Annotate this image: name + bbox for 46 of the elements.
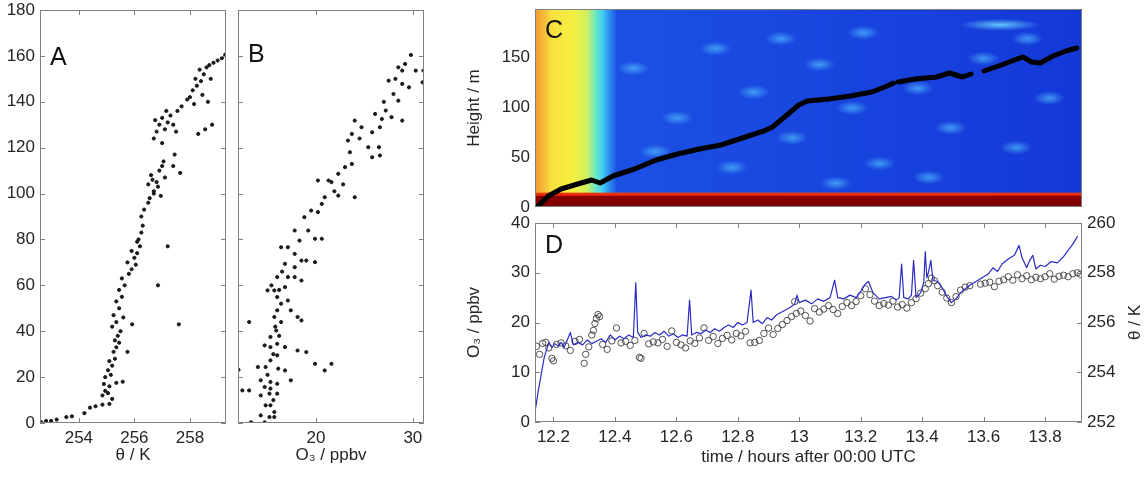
x-tick-label: 12.2 [536,426,570,446]
x-tick-label: 20 [306,427,326,447]
annotation: C [545,15,564,44]
x-tick-label: 13.2 [844,426,878,446]
y-tick-label: 180 [6,0,35,19]
y2-tick-label: 252 [1087,411,1116,431]
x-axis-title: O₃ / ppbv [295,445,368,465]
y2-tick-label: 260 [1087,212,1116,232]
y2-tick-label: 254 [1087,361,1116,381]
x-tick-label: 254 [64,427,94,447]
y-tick-label: 80 [16,229,35,249]
y-tick-label: 0 [520,411,530,431]
y-tick-label: 30 [511,262,530,282]
annotation: B [248,39,265,68]
x-tick-label: 258 [175,427,205,447]
x-tick-label: 13.8 [1028,426,1062,446]
x-axis-title: θ / K [115,445,152,465]
x-tick-label: 13.6 [967,426,1001,446]
x-tick-label: 12.8 [721,426,755,446]
x-tick-label: 256 [120,427,149,447]
y-tick-label: 50 [511,146,530,166]
x-tick-label: 12.6 [659,426,693,446]
y-tick-label: 20 [511,312,530,332]
y2-axis-title: θ / K [1124,304,1144,340]
x-tick-label: 13 [789,426,809,446]
y-tick-label: 100 [6,183,35,203]
annotation: D [545,230,564,259]
y-tick-label: 150 [501,46,530,66]
y-tick-label: 40 [16,320,35,340]
y-tick-label: 120 [6,137,35,157]
annotation: A [50,42,67,71]
y-tick-label: 60 [16,275,35,295]
y2-tick-label: 256 [1087,312,1116,332]
x-tick-label: 13.4 [905,426,939,446]
y-tick-label: 140 [6,91,35,111]
y-tick-label: 100 [501,96,530,116]
y-axis-title: Height / m [463,69,483,147]
x-tick-label: 30 [403,427,423,447]
y2-tick-label: 258 [1087,262,1116,282]
x-axis-title: time / hours after 00:00 UTC [701,447,916,467]
y-tick-label: 10 [511,361,530,381]
y-tick-label: 160 [6,45,35,65]
y-axis-title: O₃ / ppbv [463,286,483,359]
y-tick-label: 20 [16,366,35,386]
x-tick-label: 12.4 [598,426,632,446]
y-tick-label: 0 [25,412,35,432]
